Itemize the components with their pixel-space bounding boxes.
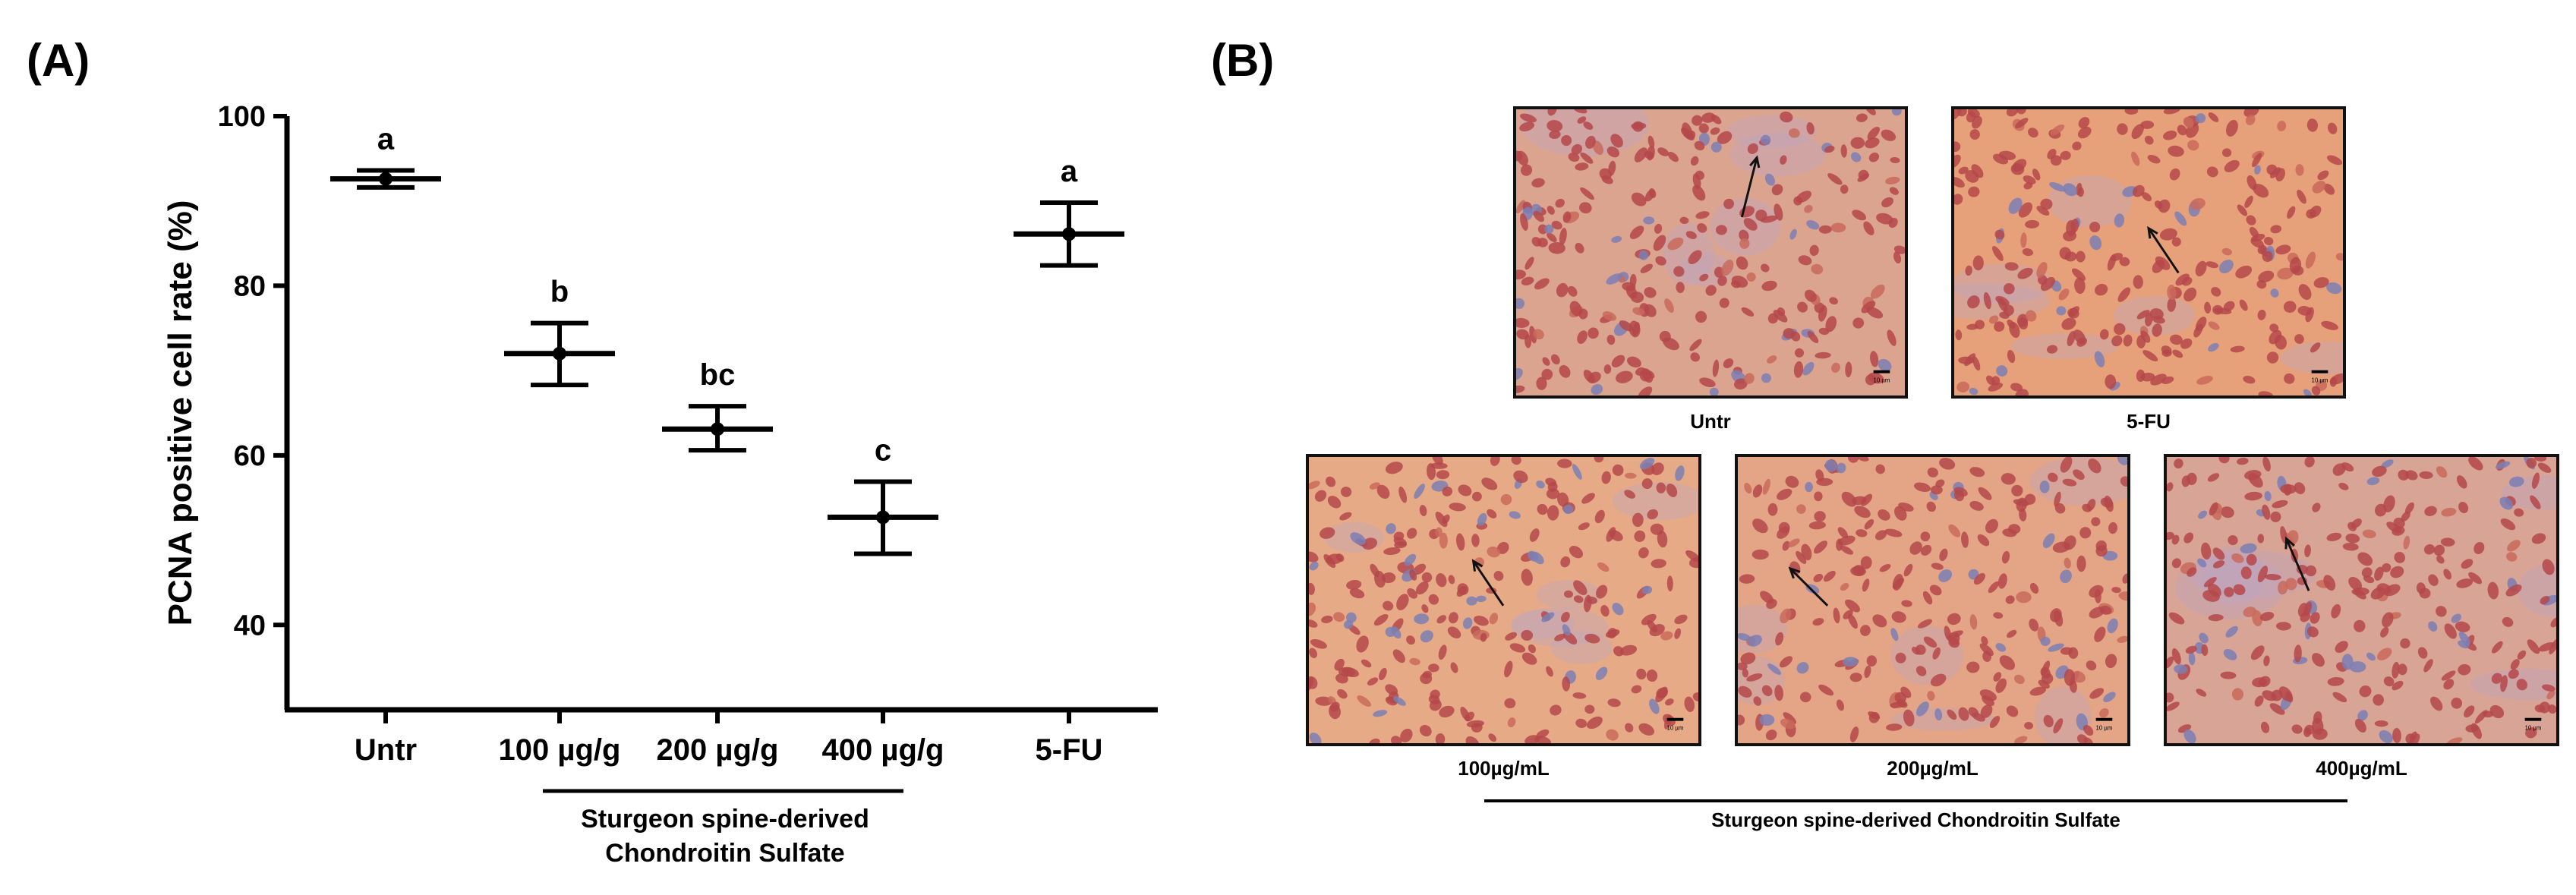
chart-group-label-line2: Chondroitin Sulfate <box>605 839 844 868</box>
y-axis-label: PCNA positive cell rate (%) <box>162 200 199 626</box>
micrograph-caption: 100µg/mL <box>1458 757 1550 780</box>
panel-a-label: (A) <box>27 35 90 86</box>
y-tick-label: 80 <box>234 270 266 302</box>
micrograph-texture: 10 µm <box>1309 457 1698 743</box>
group-bracket-line <box>1484 799 2347 802</box>
mean-point <box>379 172 393 186</box>
pcna-chart: 40 60 80 100 PCNA positive cell rate (%) Untr… <box>162 101 1158 868</box>
group-label: Sturgeon spine-derived Chondroitin Sulfa… <box>1711 808 2120 831</box>
scale-bar-label: 10 µm <box>1666 724 1683 731</box>
micrograph-caption: 400µg/mL <box>2316 757 2407 780</box>
significance-letter: a <box>377 122 395 156</box>
arrowhead-icon <box>1788 566 1801 579</box>
micrograph-5fu: 10 µm <box>1951 106 2346 399</box>
micrograph-untr: 10 µm <box>1513 106 1908 399</box>
micrograph-texture: 10 µm <box>1516 109 1905 396</box>
y-tick-label: 40 <box>234 610 266 641</box>
scale-bar-label: 10 µm <box>2524 724 2541 731</box>
scale-bar-label: 10 µm <box>2095 724 2112 731</box>
x-tick-label: 100 µg/g <box>499 733 621 767</box>
x-tick-label: Untr <box>355 733 417 767</box>
mean-point <box>1062 227 1076 241</box>
significance-letter: a <box>1061 155 1078 188</box>
arrow-icon <box>1472 560 1505 607</box>
micrograph-texture: 10 µm <box>1738 457 2127 743</box>
mean-point <box>711 422 724 436</box>
x-tick-label: 400 µg/g <box>822 733 944 767</box>
micrograph-100: 10 µm <box>1306 454 1701 746</box>
micrograph-caption: 200µg/mL <box>1887 757 1979 780</box>
scale-bar-label: 10 µm <box>2311 377 2328 383</box>
micrograph-texture: 10 µm <box>2167 457 2556 743</box>
significance-letter: bc <box>700 358 736 392</box>
y-tick-label: 100 <box>218 101 266 133</box>
mean-point <box>876 510 890 525</box>
arrowhead-icon <box>2284 536 2295 550</box>
micrograph-caption: 5-FU <box>2127 410 2171 433</box>
significance-letter: b <box>550 276 569 309</box>
arrow-icon <box>2285 538 2310 591</box>
arrowhead-icon <box>1749 155 1761 169</box>
significance-letter: c <box>875 433 891 467</box>
mean-point <box>553 346 566 361</box>
micrograph-caption: Untr <box>1690 410 1731 433</box>
arrowhead-icon <box>2147 225 2158 239</box>
arrowhead-icon <box>1471 559 1483 572</box>
chart-group-label-line1: Sturgeon spine-derived <box>581 805 869 834</box>
arrow-icon <box>2147 227 2180 274</box>
x-tick-label: 200 µg/g <box>657 733 779 767</box>
arrow-icon <box>1789 567 1829 607</box>
arrow-icon <box>1740 157 1758 218</box>
micrograph-200: 10 µm <box>1735 454 2130 746</box>
micrograph-400: 10 µm <box>2164 454 2559 746</box>
scale-bar-label: 10 µm <box>1873 377 1890 383</box>
x-tick-label: 5-FU <box>1036 733 1103 767</box>
y-tick-label: 60 <box>234 440 266 472</box>
micrograph-texture: 10 µm <box>1954 109 2343 396</box>
panel-b-label: (B) <box>1211 35 1275 86</box>
